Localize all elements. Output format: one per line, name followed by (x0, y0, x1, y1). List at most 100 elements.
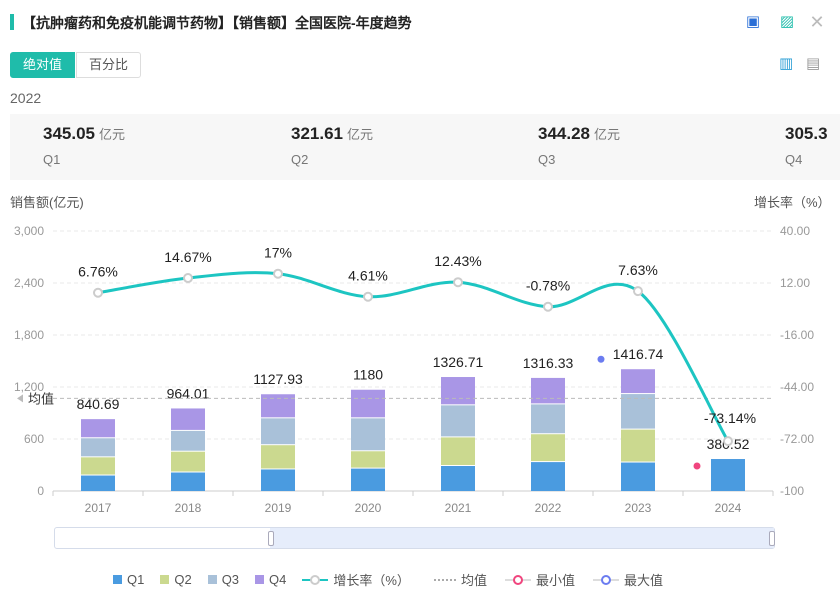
growth-label: 14.67% (164, 249, 211, 265)
y2-tick-label: 40.00 (780, 224, 810, 238)
total-label: 1316.33 (523, 355, 574, 371)
y-tick-label: 0 (37, 484, 44, 498)
tab-absolute[interactable]: 绝对值 (10, 52, 76, 78)
x-tick-label: 2020 (355, 501, 382, 515)
y2-tick-label: -100 (780, 484, 804, 498)
growth-point (93, 287, 103, 298)
bar-q4-2022 (531, 377, 565, 404)
growth-point (723, 436, 733, 447)
legend-q1[interactable]: Q1 (113, 572, 144, 587)
card-label: Q2 (291, 152, 309, 167)
x-tick-label: 2017 (85, 501, 112, 515)
total-label: 1326.71 (433, 354, 484, 370)
document-icon[interactable]: ▤ (806, 55, 821, 72)
bar-q3-2019 (261, 418, 295, 445)
card-value: 305.3 (785, 124, 828, 143)
zoom-handle-left[interactable] (268, 531, 274, 546)
bar-q4-2023 (621, 369, 655, 394)
bar-q1-2024 (711, 459, 745, 491)
card-value: 344.28 (538, 124, 590, 143)
legend-label: 最大值 (623, 573, 663, 588)
legend-label: 最小值 (535, 573, 575, 588)
tab-percent[interactable]: 百分比 (76, 52, 142, 78)
data-zoom-slider[interactable] (54, 527, 775, 549)
growth-point (363, 291, 373, 302)
legend-label: Q4 (269, 572, 287, 587)
legend-q4[interactable]: Q4 (255, 572, 286, 587)
bar-q1-2020 (351, 468, 385, 491)
legend-min[interactable]: 最小值 (504, 570, 575, 589)
bar-q3-2021 (441, 405, 475, 437)
card-value: 345.05 (43, 124, 95, 143)
bar-q4-2020 (351, 389, 385, 418)
y2-tick-label: -72.00 (780, 432, 814, 446)
growth-point (453, 277, 463, 288)
chart-title: 【抗肿瘤药和免疫机能调节药物】【销售额】全国医院-年度趋势 (22, 15, 412, 31)
growth-label: 6.76% (78, 264, 118, 280)
bar-q4-2017 (81, 419, 115, 438)
summary-card-q2: 321.61 亿元 Q2 (291, 124, 373, 167)
card-value: 321.61 (291, 124, 343, 143)
x-tick-label: 2023 (625, 501, 652, 515)
legend-growth[interactable]: 增长率（%） (302, 570, 410, 589)
growth-point (183, 273, 193, 284)
max-marker (597, 355, 605, 363)
data-zoom-range[interactable] (270, 528, 774, 548)
legend-q3[interactable]: Q3 (207, 572, 239, 587)
bar-q1-2021 (441, 466, 475, 491)
growth-label: 12.43% (434, 253, 481, 269)
close-icon[interactable]: ✕ (809, 12, 825, 32)
growth-point (543, 301, 553, 312)
legend-label: Q1 (127, 572, 145, 587)
total-label: 1180 (353, 367, 383, 383)
chart-plot: 0 -100 600 -72.00 1,200 -44.00 1,800 -16.00 2,40… (14, 224, 814, 515)
y2-axis-title: 增长率（%） (754, 195, 831, 210)
bar-q1-2022 (531, 462, 565, 491)
y-tick-label: 3,000 (14, 224, 44, 238)
growth-label: 7.63% (618, 262, 658, 278)
bar-q2-2018 (171, 451, 205, 472)
mean-marker-icon (17, 394, 23, 403)
card-label: Q1 (43, 152, 61, 167)
image-export-icon[interactable]: ▨ (779, 13, 795, 30)
summary-card-q4: 305.3 Q4 (785, 124, 828, 167)
growth-label: -73.14% (704, 410, 756, 426)
card-unit: 亿元 (99, 127, 126, 142)
y-axis-title: 销售额(亿元) (10, 195, 84, 210)
summary-card-q1: 345.05 亿元 Q1 (43, 124, 125, 167)
growth-point (273, 268, 283, 279)
excel-export-icon[interactable]: ▣ (745, 13, 761, 30)
bar-q2-2019 (261, 445, 295, 469)
summary-year: 2022 (10, 90, 42, 106)
growth-label: 17% (264, 245, 292, 261)
y2-tick-label: -44.00 (780, 380, 814, 394)
x-tick-label: 2019 (265, 501, 292, 515)
legend: Q1 Q2 Q3 Q4 增长率（%） 均值 最小值 最大值 (113, 570, 663, 589)
title-accent (10, 14, 14, 30)
legend-label: Q2 (174, 572, 192, 587)
growth-label: 4.61% (348, 268, 388, 284)
total-label: 1127.93 (253, 371, 303, 387)
bar-q2-2017 (81, 457, 115, 475)
x-tick-label: 2024 (715, 501, 742, 515)
min-marker (693, 462, 701, 470)
legend-mean[interactable]: 均值 (433, 570, 487, 589)
total-label: 964.01 (167, 385, 210, 401)
growth-point (633, 286, 643, 297)
total-label: 840.69 (77, 396, 120, 412)
bar-q4-2021 (441, 377, 475, 405)
y2-tick-label: -16.00 (780, 328, 814, 342)
total-label: 1416.74 (613, 346, 664, 362)
bar-chart-icon[interactable]: ▥ (779, 55, 794, 72)
x-tick-label: 2021 (445, 501, 472, 515)
legend-q2[interactable]: Q2 (160, 572, 192, 587)
summary-card-q3: 344.28 亿元 Q3 (538, 124, 620, 167)
zoom-handle-right[interactable] (769, 531, 775, 546)
bar-q1-2019 (261, 469, 295, 491)
bar-q2-2020 (351, 451, 385, 468)
legend-max[interactable]: 最大值 (592, 570, 663, 589)
bar-q3-2020 (351, 418, 385, 451)
bar-q4-2018 (171, 408, 205, 430)
y-tick-label: 600 (24, 432, 44, 446)
bar-q1-2017 (81, 475, 115, 491)
